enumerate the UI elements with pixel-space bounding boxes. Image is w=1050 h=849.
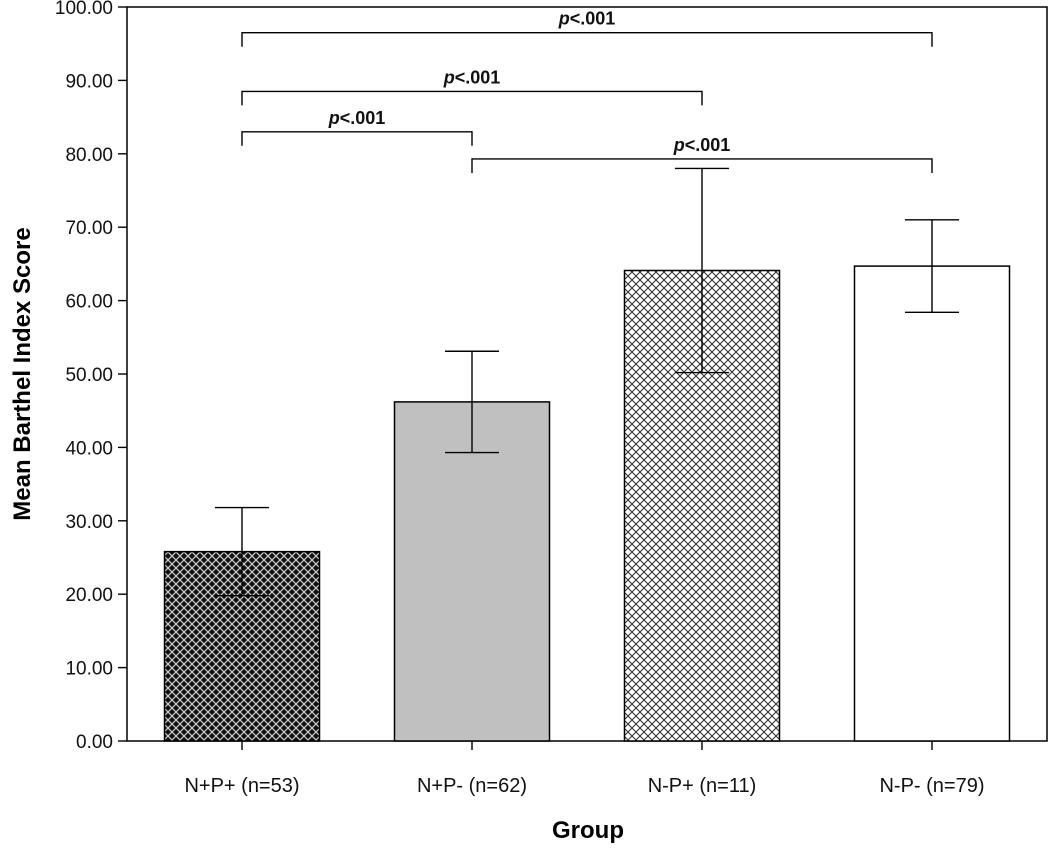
y-axis-title: Mean Barthel Index Score [9, 227, 36, 520]
y-tick-label: 90.00 [65, 71, 113, 92]
y-tick-label: 80.00 [65, 145, 113, 166]
y-tick-label: 30.00 [65, 512, 113, 533]
y-tick-label: 0.00 [76, 732, 113, 753]
error-bars [215, 167, 959, 597]
significance-bracket [241, 31, 933, 47]
significance-label: p<.001 [328, 108, 386, 128]
significance-bracket [241, 131, 473, 146]
x-axis-title: Group [552, 817, 624, 844]
y-tick-label: 100.00 [55, 0, 113, 19]
significance-brackets: p<.001 p<.001 p<.001 p<.001 [241, 9, 933, 173]
y-tick-label: 40.00 [65, 438, 113, 459]
y-tick-label: 20.00 [65, 585, 113, 606]
x-axis: N+P+ (n=53) N+P- (n=62) N-P+ (n=11) N-P- (n… [184, 741, 985, 797]
y-tick-label: 10.00 [65, 659, 113, 680]
bar [853, 265, 1011, 742]
y-axis: 0.00 10.00 20.00 30.00 40.00 50.00 60.00 70.00 8… [55, 0, 127, 753]
x-tick-label: N-P+ (n=11) [648, 775, 757, 797]
y-tick-label: 50.00 [65, 365, 113, 386]
y-tick-label: 70.00 [65, 218, 113, 239]
bars [163, 265, 1011, 742]
significance-label: p<.001 [673, 135, 731, 155]
significance-bracket [241, 90, 703, 106]
significance-bracket [471, 158, 933, 173]
significance-label: p<.001 [443, 67, 501, 87]
significance-label: p<.001 [558, 9, 616, 29]
x-tick-label: N-P- (n=79) [879, 775, 984, 797]
bar [393, 401, 551, 742]
x-tick-label: N+P+ (n=53) [184, 775, 299, 797]
y-tick-label: 60.00 [65, 292, 113, 313]
x-tick-label: N+P- (n=62) [417, 775, 527, 797]
